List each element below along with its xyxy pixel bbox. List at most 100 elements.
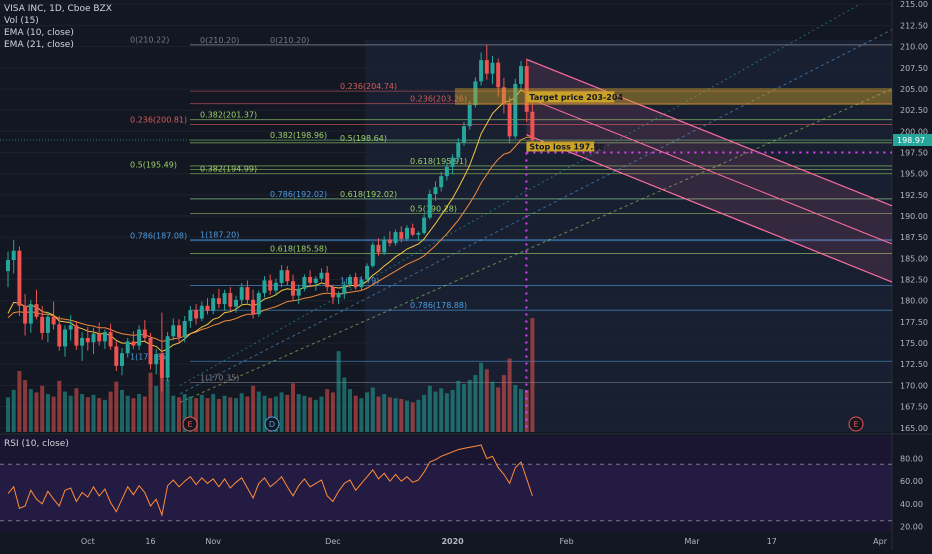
volume-bar	[285, 394, 290, 432]
volume-bar	[484, 369, 489, 432]
ema21-indicator-legend[interactable]: EMA (21, close)	[4, 40, 74, 50]
volume-bar	[473, 375, 478, 432]
price-tick-label: 172.50	[900, 360, 928, 369]
candle-body	[382, 239, 387, 253]
price-tick-label: 192.50	[900, 191, 928, 200]
candle-body	[273, 282, 278, 291]
candle-body	[171, 325, 176, 337]
price-tick-label: 167.50	[900, 403, 928, 412]
candle-body	[34, 304, 39, 317]
candle-body	[216, 298, 221, 305]
earnings-marker-label: D	[269, 420, 275, 429]
volume-bar	[63, 391, 67, 432]
volume-bar	[496, 387, 501, 432]
fib-level-label: 0.236(200.81)	[130, 115, 187, 124]
candle-body	[57, 324, 62, 347]
candle-body	[422, 217, 427, 233]
candle-body	[148, 337, 153, 365]
volume-bar	[296, 394, 301, 432]
volume-bar	[234, 398, 238, 432]
ema10-indicator-legend[interactable]: EMA (10, close)	[4, 28, 74, 38]
candle-body	[11, 250, 16, 261]
time-tick-label: Nov	[205, 537, 221, 546]
volume-bar	[91, 394, 96, 432]
candle-body	[74, 325, 79, 346]
price-tick-label: 170.00	[900, 381, 928, 390]
channel-lower-line	[526, 134, 893, 283]
candle-body	[6, 260, 10, 272]
volume-bar	[387, 397, 392, 432]
volume-bar	[120, 389, 124, 432]
candle-body	[365, 265, 370, 280]
price-tick-label: 180.00	[900, 297, 928, 306]
candle-body	[17, 250, 22, 306]
symbol-legend[interactable]: VISA INC, 1D, Cboe BZX	[4, 4, 112, 14]
price-tick-label: 187.50	[900, 233, 928, 242]
candle-body	[279, 270, 284, 283]
rsi-band	[0, 464, 892, 521]
candle-body	[473, 81, 478, 106]
candle-body	[405, 227, 409, 239]
trend-ray	[179, 88, 893, 403]
candle-body	[353, 276, 358, 288]
volume-bar	[302, 395, 307, 432]
volume-bar	[444, 393, 449, 432]
volume-bar	[330, 392, 335, 432]
price-tick-label: 207.50	[900, 64, 928, 73]
volume-bar	[245, 396, 250, 432]
time-tick-label: Feb	[560, 537, 574, 546]
price-tick-label: 177.50	[900, 318, 928, 327]
candle-body	[91, 333, 96, 343]
fib-level-label: 0(210.20)	[270, 36, 309, 45]
rsi-tick-label: 80.00	[900, 455, 923, 464]
volume-bar	[262, 395, 267, 432]
volume-bar	[148, 372, 153, 432]
volume-bar	[336, 351, 341, 432]
candle-body	[291, 281, 295, 296]
volume-bar	[131, 398, 136, 432]
stop-label: Stop loss 197.50	[529, 142, 604, 151]
price-tick-label: 165.00	[900, 424, 928, 433]
time-tick-label: Oct	[81, 537, 95, 546]
candle-body	[165, 336, 170, 378]
candle-body	[68, 325, 73, 330]
price-tick-label: 175.00	[900, 339, 928, 348]
volume-bar	[188, 396, 193, 432]
volume-bar	[159, 352, 164, 432]
candle-body	[234, 299, 238, 307]
fib-level-label: 0.5(195.49)	[130, 160, 177, 169]
channel-mid-line	[526, 96, 893, 245]
candle-body	[507, 103, 512, 137]
volume-bar	[439, 388, 444, 432]
volume-bar	[456, 380, 461, 432]
volume-bar	[68, 395, 73, 432]
candle-body	[519, 66, 523, 84]
candle-body	[348, 276, 352, 285]
candle-body	[245, 287, 250, 300]
rsi-indicator-legend[interactable]: RSI (10, close)	[4, 439, 69, 449]
volume-bar	[199, 394, 204, 432]
volume-bar	[462, 384, 466, 432]
candle-body	[97, 333, 102, 342]
candle-body	[496, 62, 501, 88]
candle-body	[251, 299, 256, 315]
price-tick-label: 212.50	[900, 21, 928, 30]
volume-bar	[359, 398, 364, 432]
target-label: Target price 203-204	[529, 93, 623, 102]
volume-bar	[268, 398, 273, 432]
candle-body	[194, 310, 199, 319]
volume-bar	[422, 394, 427, 432]
candle-body	[410, 227, 415, 235]
volume-bar	[279, 392, 284, 432]
candle-body	[376, 244, 381, 253]
volume-bar	[205, 398, 210, 432]
candle-body	[444, 166, 449, 177]
candle-body	[530, 111, 535, 141]
target-label-box	[526, 91, 615, 103]
volume-bar	[393, 398, 398, 432]
volume-indicator-legend[interactable]: Vol (15)	[4, 16, 39, 26]
price-tick-label: 202.50	[900, 106, 928, 115]
volume-bar	[256, 391, 261, 432]
